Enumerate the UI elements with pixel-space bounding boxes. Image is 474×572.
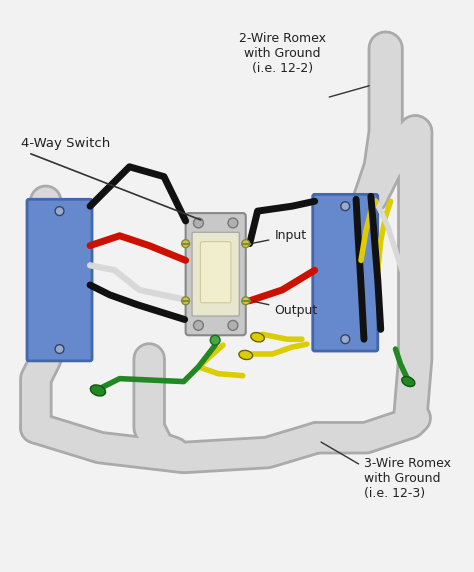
- FancyBboxPatch shape: [201, 241, 231, 303]
- Text: 4-Way Switch: 4-Way Switch: [21, 137, 201, 220]
- Ellipse shape: [91, 385, 106, 396]
- Ellipse shape: [239, 351, 253, 360]
- Circle shape: [242, 297, 250, 305]
- FancyBboxPatch shape: [186, 213, 246, 335]
- Circle shape: [242, 240, 250, 248]
- Circle shape: [182, 240, 190, 248]
- Circle shape: [193, 218, 203, 228]
- Circle shape: [341, 202, 350, 210]
- Text: Input: Input: [254, 229, 306, 243]
- Circle shape: [55, 344, 64, 353]
- Circle shape: [182, 297, 190, 305]
- Ellipse shape: [402, 376, 415, 387]
- Text: 3-Wire Romex
with Ground
(i.e. 12-3): 3-Wire Romex with Ground (i.e. 12-3): [364, 458, 451, 500]
- Ellipse shape: [251, 332, 264, 342]
- FancyBboxPatch shape: [192, 232, 239, 316]
- Text: 2-Wire Romex
with Ground
(i.e. 12-2): 2-Wire Romex with Ground (i.e. 12-2): [239, 32, 326, 75]
- Circle shape: [193, 320, 203, 331]
- Circle shape: [228, 218, 238, 228]
- Text: Output: Output: [254, 301, 318, 317]
- Circle shape: [341, 335, 350, 344]
- Circle shape: [55, 206, 64, 216]
- FancyBboxPatch shape: [27, 199, 92, 361]
- Circle shape: [228, 320, 238, 331]
- Circle shape: [210, 335, 220, 345]
- FancyBboxPatch shape: [313, 194, 378, 351]
